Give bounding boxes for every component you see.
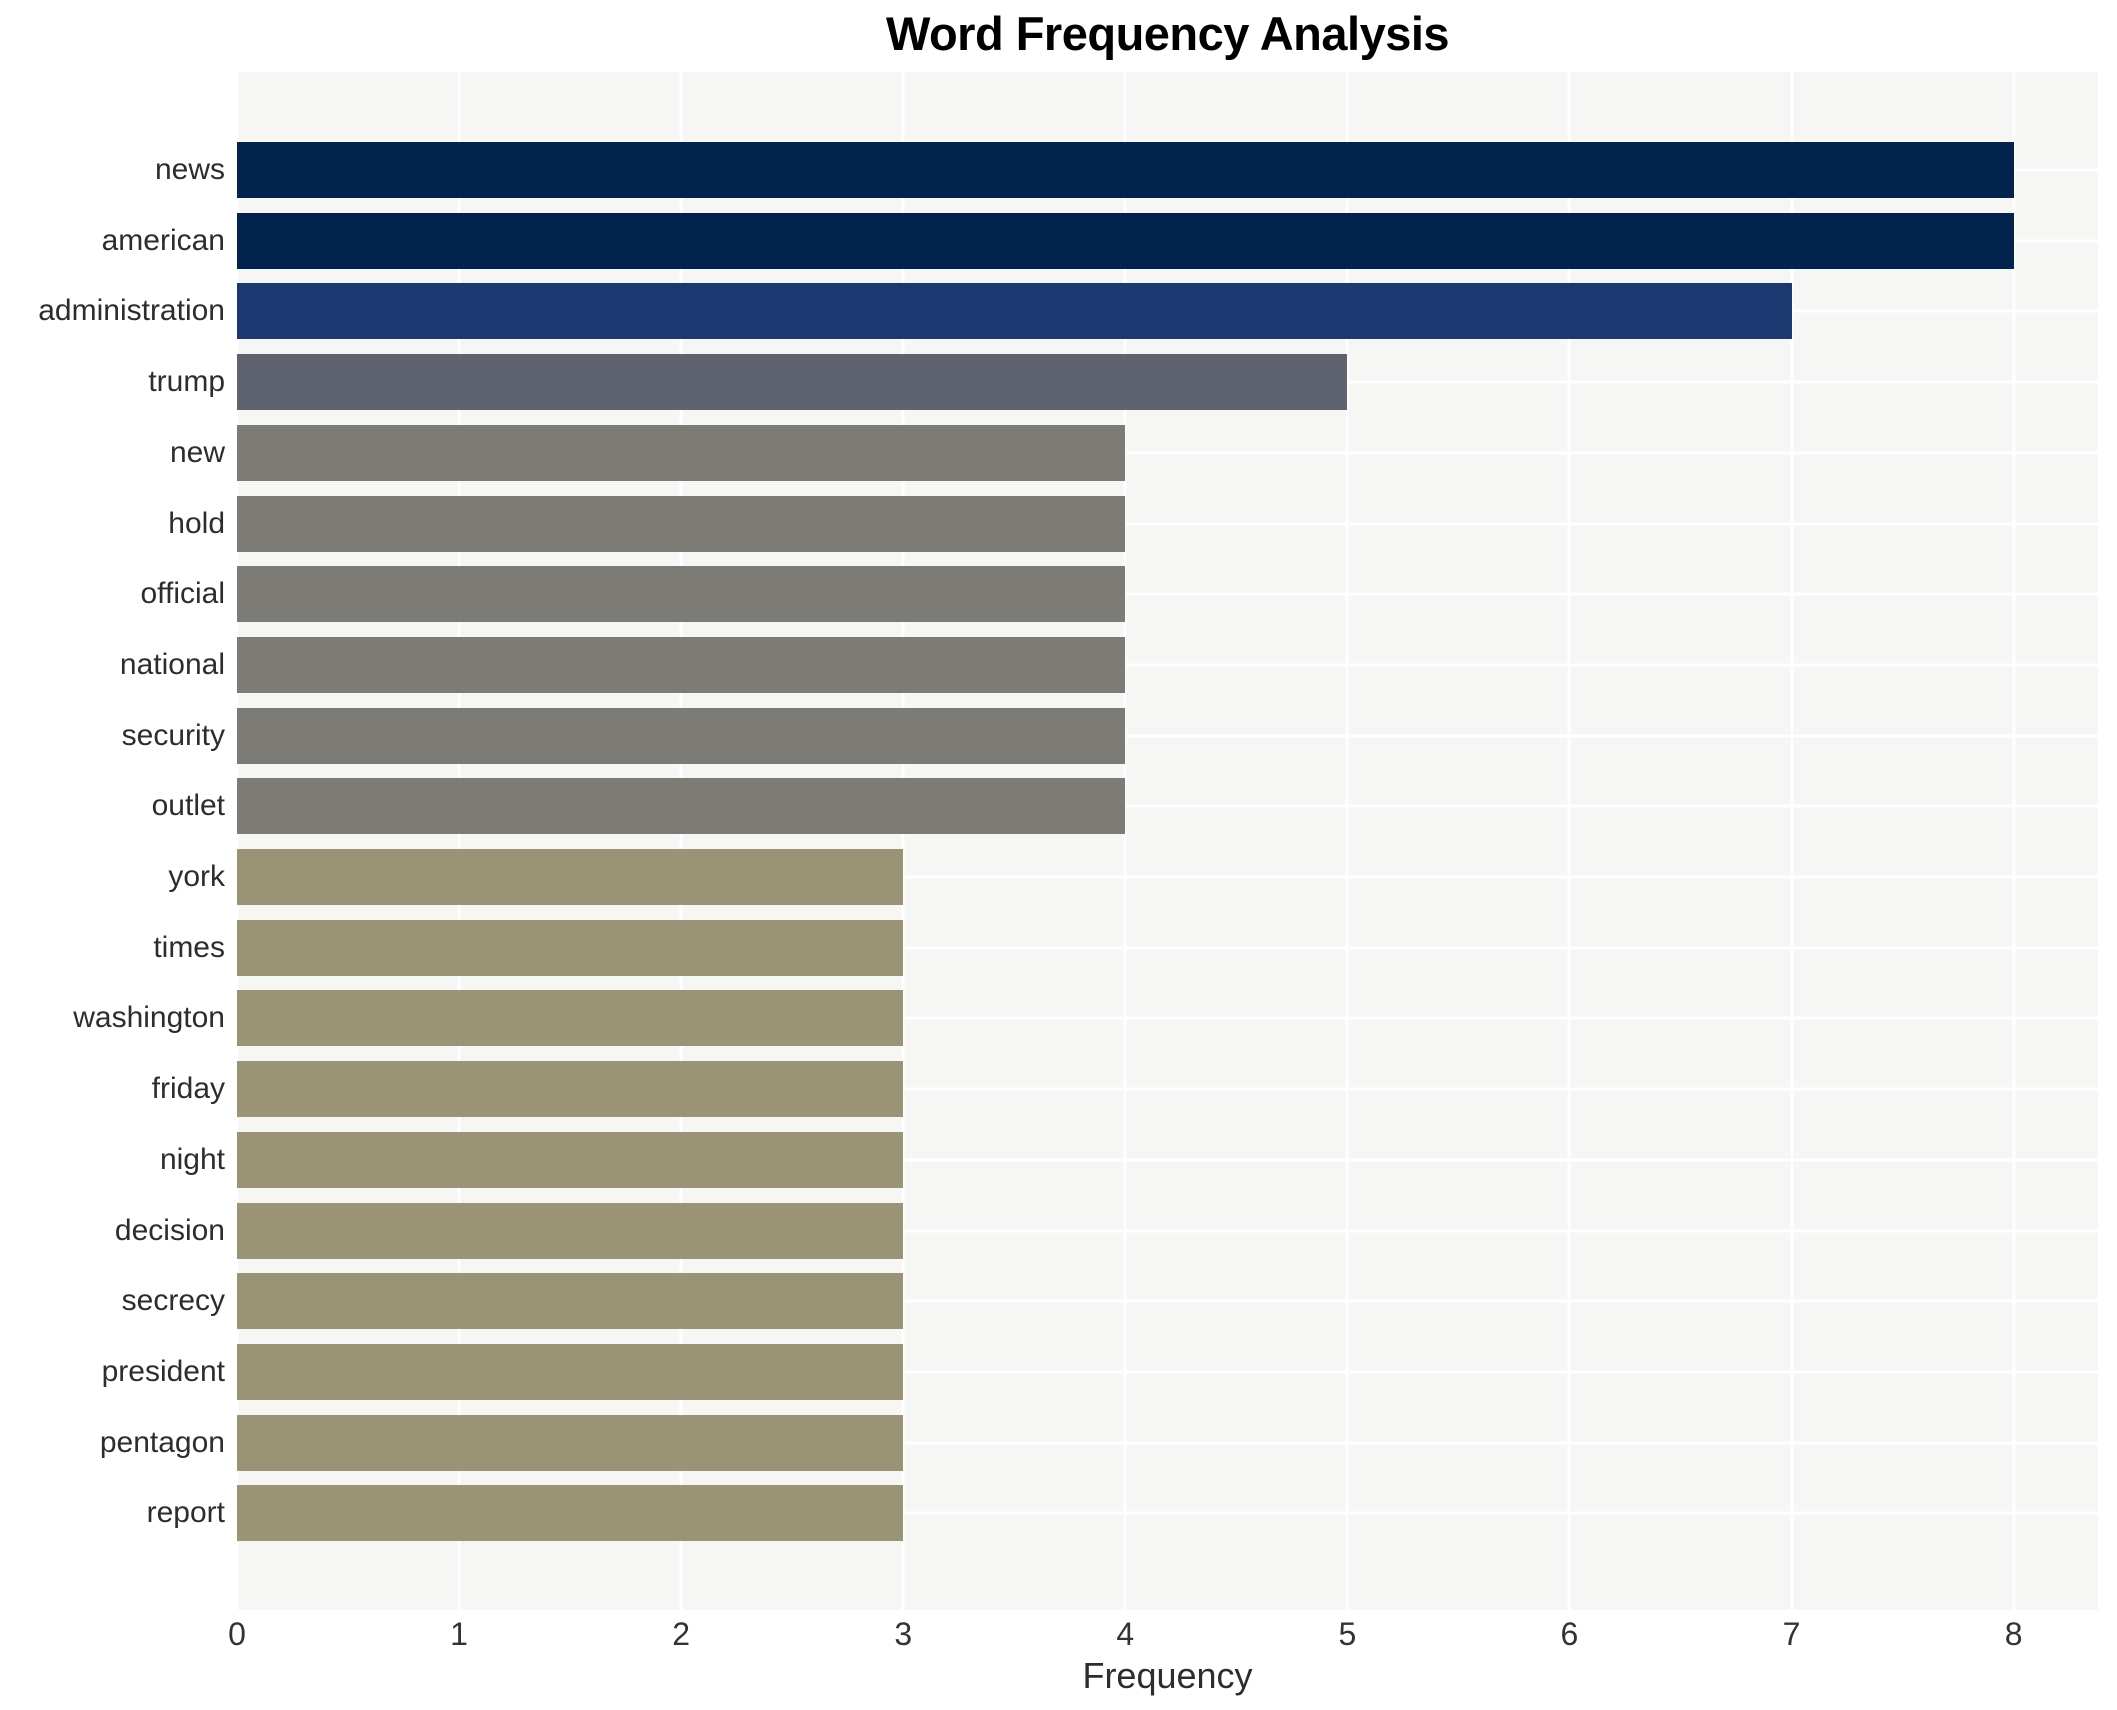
- frequency-bar: [237, 283, 1792, 340]
- frequency-bar: [237, 566, 1126, 623]
- frequency-bar: [237, 1343, 904, 1400]
- frequency-bar: [237, 1273, 904, 1330]
- frequency-bar: [237, 990, 904, 1047]
- vertical-gridline: [679, 72, 683, 1610]
- frequency-bar: [237, 212, 2014, 269]
- horizontal-gridline: [237, 1441, 2098, 1445]
- frequency-bar: [237, 1061, 904, 1118]
- y-tick-label: administration: [38, 294, 225, 328]
- horizontal-gridline: [237, 734, 2098, 738]
- y-tick-label: report: [146, 1496, 225, 1530]
- y-tick-label: trump: [148, 365, 225, 399]
- vertical-gridline: [1123, 72, 1127, 1610]
- y-tick-label: washington: [73, 1001, 225, 1035]
- horizontal-gridline: [237, 451, 2098, 455]
- vertical-gridline: [901, 72, 905, 1610]
- vertical-gridline: [1345, 72, 1349, 1610]
- horizontal-gridline: [237, 1370, 2098, 1374]
- y-tick-label: outlet: [151, 789, 225, 823]
- frequency-bar: [237, 919, 904, 976]
- horizontal-gridline: [237, 592, 2098, 596]
- plot-panel: [235, 72, 2098, 1610]
- horizontal-gridline: [237, 946, 2098, 950]
- x-axis: 0 1 2 3 4 5 6 7 8: [228, 1616, 2098, 1660]
- frequency-bar: [237, 495, 1126, 552]
- horizontal-gridline: [237, 1511, 2098, 1515]
- horizontal-gridline: [237, 663, 2098, 667]
- frequency-bar: [237, 354, 1348, 411]
- vertical-gridline: [1790, 72, 1794, 1610]
- y-tick-label: york: [168, 860, 225, 893]
- y-tick-label: american: [101, 223, 225, 257]
- horizontal-gridline: [237, 1087, 2098, 1091]
- y-tick-label: national: [119, 647, 225, 681]
- x-tick-label: 7: [1782, 1616, 1801, 1652]
- vertical-gridline: [457, 72, 461, 1610]
- frequency-bar: [237, 636, 1126, 693]
- frequency-bar: [237, 1414, 904, 1471]
- x-tick-label: 2: [672, 1616, 691, 1652]
- y-tick-label: new: [169, 435, 225, 469]
- x-tick-label: 5: [1338, 1616, 1357, 1652]
- y-tick-label: secrecy: [121, 1284, 225, 1318]
- y-tick-label: hold: [168, 506, 225, 540]
- y-tick-label: security: [121, 718, 225, 752]
- y-tick-label: president: [101, 1354, 225, 1388]
- x-tick-label: 4: [1116, 1616, 1135, 1652]
- horizontal-gridline: [237, 1158, 2098, 1162]
- horizontal-gridline: [237, 1299, 2098, 1303]
- frequency-bar: [237, 778, 1126, 835]
- x-axis-title: Frequency: [1082, 1655, 1253, 1696]
- horizontal-gridline: [237, 1229, 2098, 1232]
- frequency-bar: [237, 1485, 904, 1542]
- y-tick-label: times: [153, 930, 225, 964]
- y-axis: news american administration trump new hold of…: [0, 72, 225, 1610]
- chart-title: Word Frequency Analysis: [885, 7, 1450, 60]
- x-tick-label: 1: [450, 1616, 468, 1652]
- y-tick-label: pentagon: [99, 1425, 225, 1459]
- x-tick-label: 8: [2004, 1616, 2023, 1652]
- horizontal-gridline: [237, 875, 2098, 879]
- vertical-gridline: [235, 72, 239, 1610]
- vertical-gridline: [2012, 72, 2016, 1610]
- y-tick-label: decision: [114, 1213, 225, 1247]
- vertical-gridline: [1567, 72, 1571, 1610]
- horizontal-gridline: [237, 1016, 2098, 1020]
- y-tick-label: news: [154, 153, 225, 186]
- frequency-bar: [237, 424, 1126, 481]
- y-tick-label: friday: [151, 1072, 225, 1106]
- y-tick-label: official: [140, 577, 226, 611]
- x-tick-label: 3: [894, 1616, 913, 1652]
- x-tick-label: 0: [228, 1616, 246, 1652]
- frequency-bar: [237, 1202, 904, 1259]
- x-tick-label: 6: [1560, 1616, 1579, 1652]
- frequency-bar: [237, 849, 904, 905]
- frequency-bar: [237, 707, 1126, 764]
- frequency-bar: [237, 1131, 904, 1188]
- horizontal-gridline: [237, 804, 2098, 808]
- y-tick-label: night: [159, 1142, 225, 1176]
- frequency-bar: [237, 142, 2014, 198]
- horizontal-gridline: [237, 522, 2098, 525]
